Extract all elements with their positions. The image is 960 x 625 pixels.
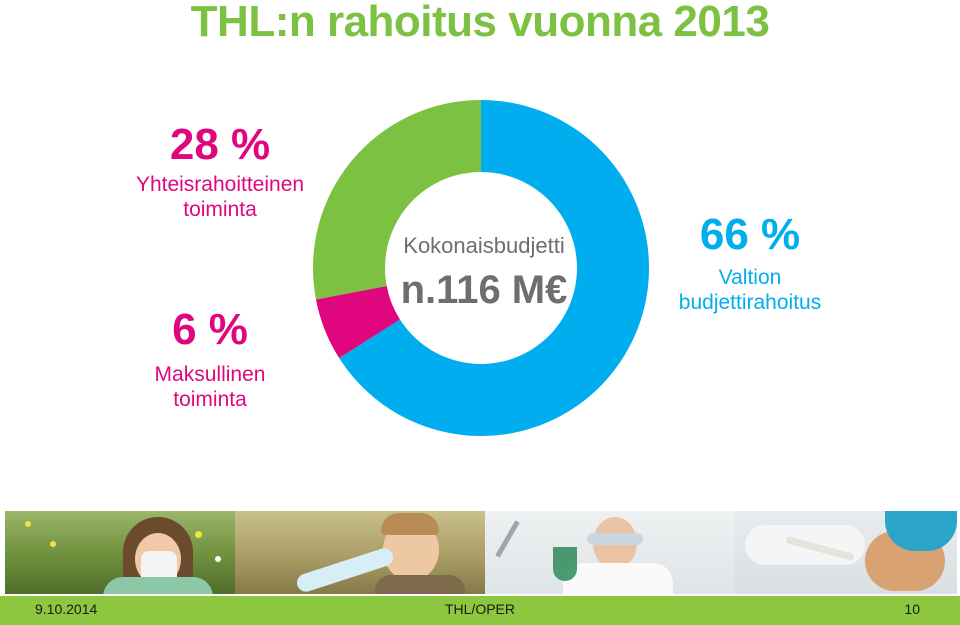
maksul-label-line2: toiminta [173, 388, 247, 411]
maksul-percent: 6 % [172, 305, 248, 354]
footer-center: THL/OPER [444, 601, 515, 617]
center-value: n.116 M€ [400, 268, 568, 312]
yhteis-label-line1: Yhteisrahoitteinen [135, 173, 305, 196]
pie-slice-yhteisrahoitteinen-toiminta [313, 100, 481, 300]
photo-boy-drinking [235, 511, 485, 594]
footer-bar [0, 596, 960, 625]
footer-date: 9.10.2014 [35, 601, 98, 617]
pie-slice-valtion-budjettirahoitus [339, 100, 650, 437]
photo-scientist [485, 511, 735, 594]
yhteis-percent: 28 % [169, 120, 271, 169]
footer-page-number: 10 [904, 601, 920, 617]
photo-strip [5, 511, 957, 594]
donut-chart [313, 100, 650, 437]
valtion-label-line1: Valtion [718, 266, 782, 289]
photo-allergy-girl [5, 511, 235, 594]
yhteis-label-line2: toiminta [183, 198, 257, 221]
valtion-label-line2: budjettirahoitus [678, 291, 822, 314]
pie-slice-maksullinen-toiminta [315, 285, 400, 359]
maksul-label-line1: Maksullinen [154, 363, 266, 386]
slide-title: THL:n rahoitus vuonna 2013 [190, 0, 770, 46]
center-label: Kokonaisbudjetti [403, 233, 565, 258]
chart-slices [313, 100, 650, 437]
valtion-percent: 66 % [699, 210, 801, 259]
photo-vaccination [735, 511, 957, 594]
